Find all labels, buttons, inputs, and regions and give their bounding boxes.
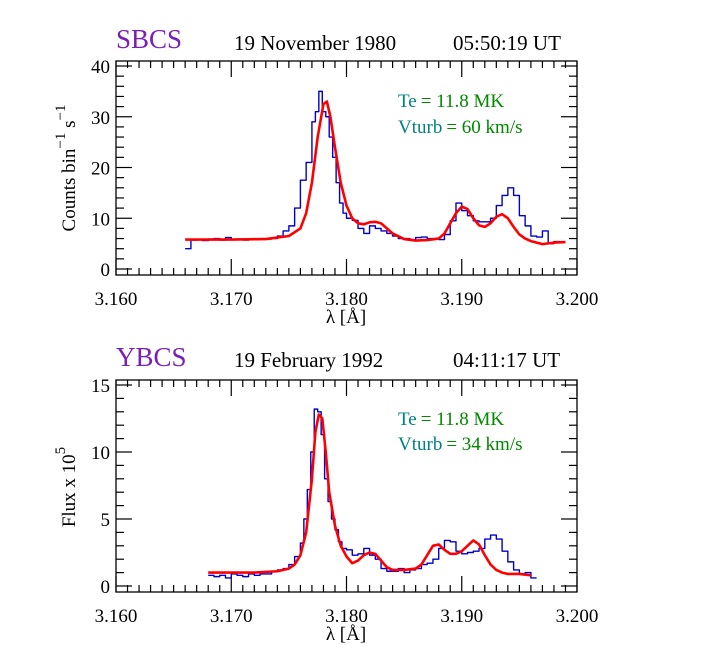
annotation-vturb-value: = 60 km/s [446,117,522,138]
x-tick-label: 3.190 [440,289,483,310]
x-tick-label: 3.180 [325,289,368,310]
axes [115,379,578,593]
y-tick-label: 0 [101,260,111,281]
fit-curve [185,100,566,246]
y-axis-label: Counts bin−1 s−1 [53,105,80,232]
y-tick-label: 20 [91,159,110,180]
y-axis-label-exp1: −1 [53,133,69,149]
x-tick-label: 3.160 [95,606,138,627]
annotation-vturb-label: Vturb [398,117,442,138]
annotation-te-value: = 11.8 MK [421,409,505,430]
annotation-vturb: Vturb = 34 km/s [398,434,523,455]
y-axis-label: Flux x 105 [53,447,80,527]
x-axis-label: λ [Å] [326,307,366,328]
annotation-vturb-value: = 34 km/s [446,434,522,455]
instrument-title: SBCS [116,24,182,54]
y-axis-label-unit: s [59,120,80,132]
y-tick-label: 30 [91,108,110,129]
y-tick-labels: 0 5 10 15 [91,376,110,598]
x-tick-label: 3.190 [440,606,483,627]
x-tick-label: 3.200 [556,606,599,627]
y-axis-label-main: Counts bin [59,148,80,231]
observation-time: 05:50:19 UT [453,31,561,55]
axes [115,60,578,276]
y-tick-label: 15 [91,376,110,397]
annotation-te-label: Te [398,409,417,430]
x-tick-label: 3.170 [210,289,253,310]
instrument-title: YBCS [116,342,187,372]
annotation-te-label: Te [398,91,417,112]
fit-curve [208,413,532,577]
y-tick-label: 10 [91,209,110,230]
observation-date: 19 November 1980 [234,31,396,55]
y-tick-label: 40 [91,57,110,78]
annotation-vturb: Vturb = 60 km/s [398,117,523,138]
annotation-te: Te = 11.8 MK [398,91,504,112]
y-tick-label: 10 [91,443,110,464]
y-axis-label-exp2: −1 [53,105,69,121]
series-group [185,90,566,250]
panel-ybcs: YBCS 19 February 1992 04:11:17 UT 3.160 3… [53,342,598,645]
y-axis-label-exp: 5 [53,447,69,455]
annotation-te: Te = 11.8 MK [398,409,504,430]
annotation-vturb-label: Vturb [398,434,442,455]
x-tick-label: 3.160 [95,289,138,310]
x-tick-label: 3.180 [325,606,368,627]
panel-sbcs: SBCS 19 November 1980 05:50:19 UT 3.160 3… [53,24,598,328]
series-group [208,408,537,579]
y-axis-label-main: Flux x 10 [59,454,80,527]
x-tick-labels: 3.160 3.170 3.180 3.190 3.200 [95,606,599,627]
y-tick-label: 0 [101,577,111,598]
observed-spectrum [208,408,537,579]
x-tick-label: 3.170 [210,606,253,627]
y-tick-label: 5 [101,510,111,531]
x-tick-labels: 3.160 3.170 3.180 3.190 3.200 [95,289,599,310]
annotation-te-value: = 11.8 MK [421,91,505,112]
observation-date: 19 February 1992 [234,348,383,372]
y-tick-labels: 0 10 20 30 40 [91,57,110,281]
x-tick-label: 3.200 [556,289,599,310]
observation-time: 04:11:17 UT [453,348,560,372]
x-axis-label: λ [Å] [326,624,366,645]
